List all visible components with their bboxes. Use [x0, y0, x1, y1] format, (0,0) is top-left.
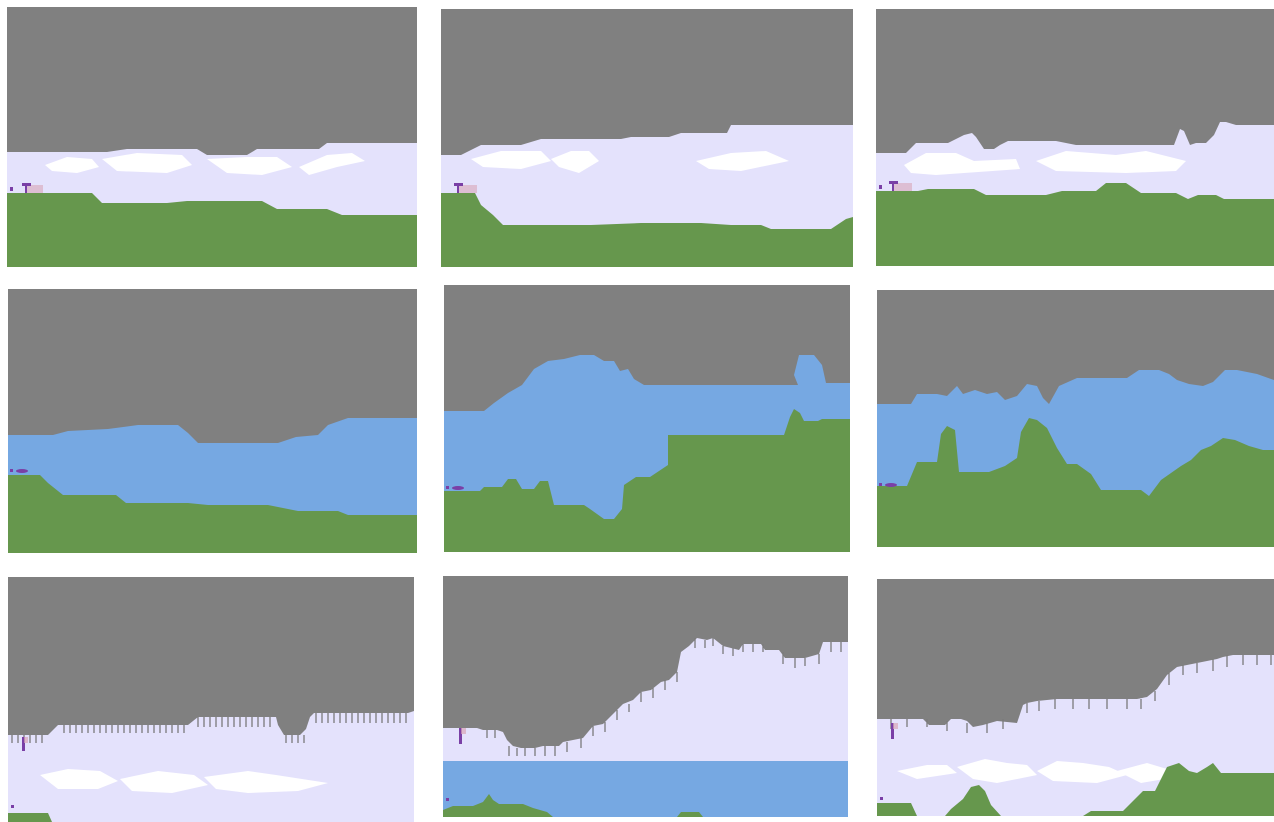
cloud — [299, 153, 365, 175]
stalactite-spikes — [486, 638, 842, 756]
level-thumbnail-5 — [444, 285, 850, 552]
level-thumbnail-3 — [876, 9, 1274, 266]
level-scene-9 — [877, 579, 1274, 816]
player-marker — [10, 469, 13, 472]
level-thumbnail-9 — [877, 579, 1274, 816]
ground-terrain — [8, 475, 417, 553]
player-marker — [879, 483, 882, 486]
player-character — [880, 723, 898, 800]
flag — [893, 723, 898, 729]
level-scene-2 — [441, 9, 853, 267]
player-character — [454, 183, 477, 193]
cloud — [120, 771, 208, 793]
player-body — [25, 183, 27, 193]
level-thumbnail-7 — [8, 577, 414, 822]
level-thumbnail-4 — [8, 289, 417, 553]
player-character — [11, 737, 28, 808]
ground-terrain — [441, 193, 853, 267]
cloud — [102, 153, 192, 173]
cloud-group — [471, 151, 789, 173]
level-scene-1 — [7, 7, 417, 267]
player-body — [892, 181, 894, 191]
cloud — [1037, 761, 1127, 783]
cloud — [897, 765, 957, 779]
ground-terrain — [877, 763, 1274, 816]
level-scene-8 — [443, 576, 848, 817]
cloud — [45, 157, 99, 173]
level-thumbnail-8 — [443, 576, 848, 817]
cloud — [1036, 151, 1186, 173]
rock-ceiling — [444, 285, 850, 411]
rock-ceiling — [8, 577, 414, 735]
player-marker — [11, 805, 14, 808]
ground-terrain — [444, 409, 850, 552]
ground-terrain — [8, 813, 52, 822]
flag — [459, 185, 477, 193]
flag — [894, 183, 912, 191]
player-marker — [446, 798, 449, 801]
ground-terrain — [877, 418, 1274, 547]
player-marker — [10, 187, 13, 191]
level-scene-3 — [876, 9, 1274, 266]
player-body — [891, 723, 894, 739]
cloud-group — [904, 151, 1186, 175]
player-swimming — [452, 486, 464, 490]
player-body — [22, 737, 25, 751]
ground-terrain — [7, 193, 417, 267]
cloud — [551, 151, 599, 173]
player-marker — [879, 185, 882, 189]
level-scene-5 — [444, 285, 850, 552]
rock-ceiling — [443, 576, 848, 748]
spike-row — [11, 713, 407, 743]
player-swimming — [885, 483, 897, 487]
rock-ceiling — [877, 579, 1274, 727]
player-marker — [880, 797, 883, 800]
rock-ceiling — [876, 9, 1274, 153]
player-character — [10, 469, 28, 473]
spike-row — [486, 638, 842, 756]
player-character — [446, 486, 464, 490]
player-character — [879, 483, 897, 487]
rock-ceiling — [877, 290, 1274, 404]
rock-ceiling — [8, 289, 417, 443]
cloud — [207, 157, 292, 175]
flag — [25, 185, 43, 193]
rock-ceiling — [7, 7, 417, 155]
level-scene-4 — [8, 289, 417, 553]
level-scene-6 — [877, 290, 1274, 547]
level-thumbnail-6 — [877, 290, 1274, 547]
player-character — [879, 181, 912, 191]
cloud — [696, 151, 789, 171]
flag — [24, 737, 28, 743]
rock-ceiling — [441, 9, 853, 155]
level-scene-7 — [8, 577, 414, 822]
cloud — [40, 769, 118, 789]
ground-terrain — [876, 183, 1274, 266]
player-body — [459, 728, 462, 744]
cloud-group — [40, 769, 328, 793]
player-character — [10, 183, 43, 193]
cloud — [904, 153, 1020, 175]
ground-terrain — [443, 794, 703, 817]
cloud-group — [45, 153, 365, 175]
player-swimming — [16, 469, 28, 473]
player-marker — [446, 486, 449, 489]
level-thumbnail-1 — [7, 7, 417, 267]
level-thumbnail-2 — [441, 9, 853, 267]
cloud — [204, 771, 328, 793]
player-character — [446, 728, 466, 801]
cloud — [471, 151, 551, 169]
player-body — [457, 183, 459, 193]
stalactite-spikes — [11, 713, 407, 743]
cloud — [957, 759, 1037, 783]
flag — [461, 728, 466, 734]
